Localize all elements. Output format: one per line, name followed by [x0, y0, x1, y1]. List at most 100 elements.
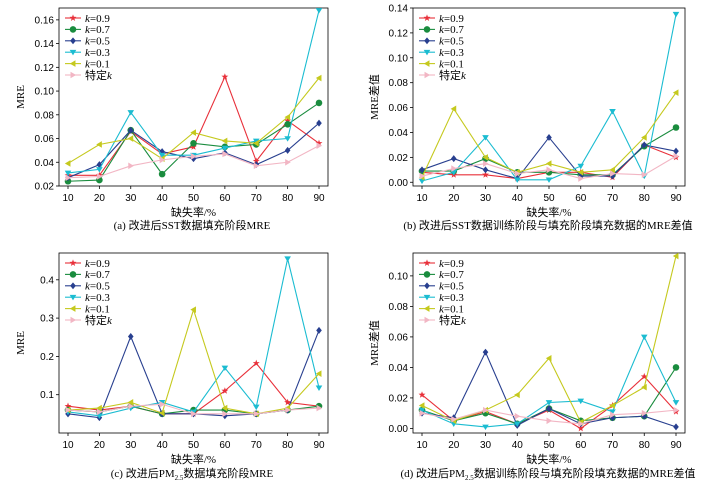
x-tick-label: 20 [448, 193, 460, 204]
y-tick-label: 0.14 [389, 4, 409, 15]
x-tick-label: 30 [480, 440, 492, 451]
data-point [609, 402, 615, 409]
data-point [578, 175, 584, 182]
data-point [546, 166, 553, 174]
legend-marker [424, 316, 431, 324]
data-point [418, 402, 425, 409]
data-point [641, 141, 648, 149]
legend-label: k=0.5 [85, 36, 110, 48]
y-axis-label: MRE差值 [367, 74, 381, 120]
legend-label: k=0.1 [439, 303, 464, 315]
data-point [158, 170, 166, 178]
legend-marker [69, 14, 77, 21]
x-axis-label: 缺失率/% [171, 452, 216, 466]
legend-label: k=0.3 [439, 292, 464, 304]
y-tick-label: 0.14 [35, 39, 55, 50]
data-point [451, 415, 457, 423]
y-tick-label: 0.08 [389, 302, 409, 313]
data-point [578, 420, 584, 428]
x-tick-label: 70 [251, 193, 263, 204]
data-point [222, 150, 229, 158]
data-point [419, 409, 426, 417]
data-point [641, 409, 648, 417]
y-tick-label: 0.00 [389, 178, 409, 189]
data-point [673, 152, 680, 160]
x-tick-label: 40 [157, 440, 169, 451]
legend-label: 特定k [85, 313, 113, 327]
legend-marker [70, 316, 77, 324]
data-point [315, 139, 323, 147]
data-point [577, 424, 585, 432]
y-axis-label: MRE [15, 331, 27, 355]
legend-marker [423, 294, 431, 301]
data-point [514, 170, 521, 177]
data-point [672, 400, 680, 406]
x-tick-label: 40 [157, 193, 169, 204]
legend-marker [423, 305, 430, 312]
legend-marker [69, 49, 77, 56]
x-axis-label: 缺失率/% [171, 205, 216, 219]
y-tick-label: 0.12 [35, 63, 55, 74]
data-point [641, 383, 647, 391]
data-point [158, 409, 165, 417]
data-point [545, 160, 552, 167]
data-point [545, 400, 553, 406]
y-tick-label: 0.12 [389, 28, 409, 39]
legend-marker [69, 26, 77, 33]
figure-caption: (b) 改进后SST数据训练阶段与填充阶段填充数据的MRE差值 [403, 218, 692, 232]
y-tick-label: 0.2 [40, 352, 54, 363]
data-point [482, 348, 489, 356]
data-point [316, 142, 323, 149]
x-tick-label: 80 [639, 193, 651, 204]
data-point [419, 172, 426, 180]
data-point [252, 404, 260, 411]
legend-marker [423, 271, 431, 278]
data-point [65, 174, 72, 181]
y-tick-label: 0.10 [35, 87, 55, 98]
series-line [67, 77, 320, 164]
data-point [577, 398, 585, 405]
data-point [96, 408, 103, 416]
x-tick-label: 90 [670, 193, 682, 204]
data-point [285, 158, 291, 166]
data-point [128, 402, 134, 410]
data-point [191, 410, 197, 418]
data-point [673, 147, 679, 155]
legend-label: k=0.9 [85, 13, 110, 25]
legend-marker [424, 37, 430, 45]
legend-label: k=0.5 [439, 281, 464, 293]
data-point [221, 73, 229, 80]
data-point [640, 334, 648, 341]
chart-panel-a: 0.02 0.04 0.06 0.08 0.10 0.12 0.14 0.16 10 20 30 40… [15, 7, 329, 232]
data-point [190, 129, 196, 136]
data-point [191, 153, 197, 160]
data-point [513, 421, 521, 427]
data-point [64, 170, 72, 177]
data-point [514, 412, 521, 420]
data-point [96, 167, 103, 173]
legend-label: k=0.5 [439, 36, 464, 48]
y-tick-label: 0.06 [35, 134, 55, 145]
legend-marker [69, 259, 77, 266]
data-point [221, 365, 229, 372]
x-tick-label: 20 [448, 440, 460, 451]
legend-label: k=0.1 [85, 303, 110, 315]
data-point [252, 138, 260, 145]
y-tick-label: 0.3 [40, 314, 54, 325]
y-tick-label: 0.06 [389, 332, 409, 343]
x-tick-label: 90 [670, 440, 682, 451]
x-tick-label: 30 [480, 193, 492, 204]
legend-label: k=0.7 [439, 24, 464, 36]
series-k05 [65, 119, 322, 182]
data-point [450, 105, 457, 113]
y-tick-label: 0.04 [389, 363, 409, 374]
x-tick-label: 20 [94, 193, 106, 204]
data-point [451, 165, 457, 172]
data-point [96, 141, 102, 148]
data-point [316, 404, 323, 412]
x-tick-label: 60 [575, 193, 587, 204]
series-line [421, 350, 677, 428]
legend-label: k=0.7 [439, 269, 464, 281]
